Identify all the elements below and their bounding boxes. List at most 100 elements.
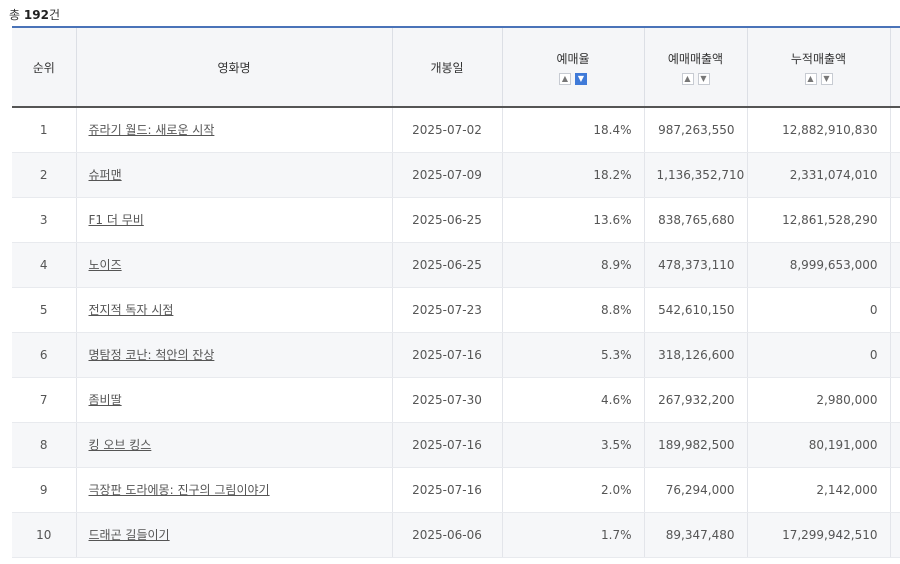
cumulative-sales-cell: 12,882,910,830 [747,107,891,153]
movie-title-link[interactable]: 좀비딸 [88,393,122,407]
sort-asc-icon[interactable]: ▲ [804,72,817,85]
reservation-rate-cell: 4.6% [502,377,645,423]
sales-header-label: 예매매출액 [667,51,724,66]
sort-asc-icon[interactable]: ▲ [559,72,571,85]
total-suffix: 건 [48,8,60,22]
table-body: 1 쥬라기 월드: 새로운 시작 2025-07-02 18.4% 987,263,55… [12,107,900,558]
cumulative-header-label: 누적매출액 [790,51,847,66]
rank-cell: 10 [12,512,77,558]
release-date-cell: 2025-06-25 [392,197,503,243]
movie-title-link[interactable]: 쥬라기 월드: 새로운 시작 [88,123,215,138]
cumulative-sales-cell: 0 [747,332,891,378]
reservation-sales-cell: 1,136,352,710 [644,152,748,198]
movie-title-cell: 좀비딸 [76,377,393,423]
rank-cell: 2 [12,152,77,198]
rank-cell: 7 [12,377,77,423]
overflow-cell [890,197,900,243]
movie-title-link[interactable]: 킹 오브 킹스 [88,438,152,452]
reservation-rate-cell: 18.2% [502,152,645,198]
column-header-rank: 순위 [12,27,77,108]
table-row: 4 노이즈 2025-06-25 8.9% 478,373,110 8,999,653,0… [12,242,900,288]
column-header-sales: 예매매출액 ▲ ▼ [644,27,748,108]
sales-sort-controls: ▲ ▼ [645,72,747,85]
reservation-rate-cell: 18.4% [502,107,645,153]
reservation-sales-cell: 89,347,480 [644,512,748,558]
movie-title-link[interactable]: 전지적 독자 시점 [88,303,174,317]
reservation-rate-cell: 5.3% [502,332,645,378]
reservation-sales-cell: 189,982,500 [644,422,748,468]
cumulative-sales-cell: 2,980,000 [747,377,891,423]
total-number: 192 [23,8,49,22]
movie-title-link[interactable]: 슈퍼맨 [88,168,122,182]
column-header-title: 영화명 [76,27,393,108]
movie-title-link[interactable]: F1 더 무비 [88,213,144,227]
cumulative-sort-controls: ▲ ▼ [748,72,890,85]
release-date-cell: 2025-07-02 [392,107,503,153]
box-office-table-wrapper: 순위 영화명 개봉일 예매율 ▲ ▼ 예매매출액 ▲ ▼ [12,26,900,564]
total-prefix: 총 [9,8,21,22]
rank-cell: 4 [12,242,77,288]
column-header-release: 개봉일 [392,27,503,108]
overflow-cell [890,512,900,558]
reservation-sales-cell: 76,294,000 [644,467,748,513]
sort-asc-icon[interactable]: ▲ [681,72,694,85]
table-row: 7 좀비딸 2025-07-30 4.6% 267,932,200 2,980,000 [12,377,900,423]
overflow-cell [890,242,900,288]
column-header-cumulative: 누적매출액 ▲ ▼ [747,27,891,108]
cumulative-sales-cell: 8,999,653,000 [747,242,891,288]
movie-title-link[interactable]: 명탐정 코난: 척안의 잔상 [88,348,215,362]
movie-title-cell: 쥬라기 월드: 새로운 시작 [76,107,393,153]
table-row: 8 킹 오브 킹스 2025-07-16 3.5% 189,982,500 80,191,… [12,422,900,468]
cumulative-sales-cell: 80,191,000 [747,422,891,468]
movie-title-cell: 킹 오브 킹스 [76,422,393,468]
movie-title-link[interactable]: 노이즈 [88,258,122,272]
header-row: 순위 영화명 개봉일 예매율 ▲ ▼ 예매매출액 ▲ ▼ [12,27,900,108]
rate-sort-controls: ▲ ▼ [503,72,644,85]
column-header-rate: 예매율 ▲ ▼ [502,27,645,108]
reservation-rate-cell: 8.9% [502,242,645,288]
sort-desc-icon[interactable]: ▼ [575,72,587,85]
reservation-rate-cell: 1.7% [502,512,645,558]
table-row: 10 드래곤 길들이기 2025-06-06 1.7% 89,347,480 17,299… [12,512,900,558]
table-row: 3 F1 더 무비 2025-06-25 13.6% 838,765,680 12,861… [12,197,900,243]
movie-title-link[interactable]: 극장판 도라에몽: 진구의 그림이야기 [88,483,270,497]
movie-title-cell: 명탐정 코난: 척안의 잔상 [76,332,393,378]
table-row: 5 전지적 독자 시점 2025-07-23 8.8% 542,610,150 0 [12,287,900,333]
rank-cell: 3 [12,197,77,243]
release-date-cell: 2025-07-16 [392,422,503,468]
column-header-overflow [890,27,900,108]
reservation-rate-cell: 3.5% [502,422,645,468]
release-date-cell: 2025-06-06 [392,512,503,558]
table-row: 2 슈퍼맨 2025-07-09 18.2% 1,136,352,710 2,331,07… [12,152,900,198]
movie-title-cell: 슈퍼맨 [76,152,393,198]
movie-title-cell: 극장판 도라에몽: 진구의 그림이야기 [76,467,393,513]
overflow-cell [890,467,900,513]
rank-cell: 5 [12,287,77,333]
release-date-cell: 2025-07-23 [392,287,503,333]
cumulative-sales-cell: 17,299,942,510 [747,512,891,558]
release-date-cell: 2025-07-09 [392,152,503,198]
release-date-cell: 2025-07-30 [392,377,503,423]
movie-title-link[interactable]: 드래곤 길들이기 [88,528,170,542]
rate-header-label: 예매율 [556,51,590,66]
release-date-cell: 2025-07-16 [392,332,503,378]
total-count: 총 192건 [9,6,60,23]
cumulative-sales-cell: 2,331,074,010 [747,152,891,198]
table-row: 6 명탐정 코난: 척안의 잔상 2025-07-16 5.3% 318,126,600… [12,332,900,378]
release-date-cell: 2025-06-25 [392,242,503,288]
movie-title-cell: 노이즈 [76,242,393,288]
sort-desc-icon[interactable]: ▼ [697,72,710,85]
box-office-table: 순위 영화명 개봉일 예매율 ▲ ▼ 예매매출액 ▲ ▼ [12,26,900,558]
cumulative-sales-cell: 12,861,528,290 [747,197,891,243]
rank-cell: 6 [12,332,77,378]
movie-title-cell: F1 더 무비 [76,197,393,243]
rank-cell: 9 [12,467,77,513]
reservation-rate-cell: 8.8% [502,287,645,333]
sort-desc-icon[interactable]: ▼ [820,72,833,85]
reservation-sales-cell: 267,932,200 [644,377,748,423]
rank-cell: 8 [12,422,77,468]
reservation-sales-cell: 542,610,150 [644,287,748,333]
reservation-sales-cell: 318,126,600 [644,332,748,378]
table-row: 1 쥬라기 월드: 새로운 시작 2025-07-02 18.4% 987,263,55… [12,107,900,153]
overflow-cell [890,287,900,333]
